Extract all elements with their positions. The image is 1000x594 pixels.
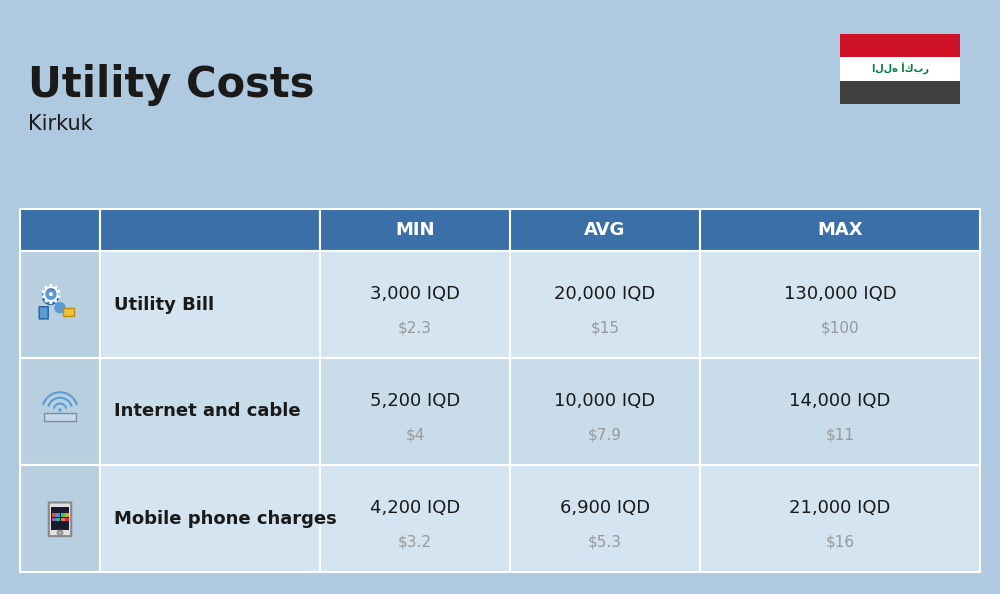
Text: 130,000 IQD: 130,000 IQD [784,285,896,303]
FancyBboxPatch shape [49,503,71,536]
Bar [44,413,76,421]
Text: $15: $15 [590,321,620,336]
Text: $2.3: $2.3 [398,321,432,336]
Bar [840,34,960,58]
Text: AVG: AVG [584,221,626,239]
Bar [840,81,960,104]
Text: 10,000 IQD: 10,000 IQD [554,392,656,410]
Text: $100: $100 [821,321,859,336]
Text: 20,000 IQD: 20,000 IQD [554,285,656,303]
Bar [63,308,74,315]
Bar [320,358,510,465]
Bar [700,358,980,465]
Bar [52,517,56,522]
Text: $4: $4 [405,428,425,443]
Text: MAX: MAX [817,221,863,239]
Text: $7.9: $7.9 [588,428,622,443]
Text: Utility Bill: Utility Bill [114,295,214,314]
FancyBboxPatch shape [39,307,48,319]
Text: 14,000 IQD: 14,000 IQD [789,392,891,410]
Bar [51,507,69,530]
Bar [65,517,69,522]
Bar [61,517,65,522]
Bar [510,251,700,358]
Bar [840,58,960,81]
Text: MIN: MIN [395,221,435,239]
Bar [510,209,700,251]
Text: Internet and cable: Internet and cable [114,403,301,421]
Bar [320,465,510,572]
Text: $11: $11 [826,428,854,443]
Circle shape [42,289,58,305]
Bar [56,513,60,517]
Text: Utility Costs: Utility Costs [28,64,314,106]
Text: 4,200 IQD: 4,200 IQD [370,499,460,517]
Bar [100,209,320,251]
Bar [100,358,320,465]
Bar [510,465,700,572]
Text: 6,900 IQD: 6,900 IQD [560,499,650,517]
Text: 3,000 IQD: 3,000 IQD [370,285,460,303]
Text: $16: $16 [825,535,855,549]
Bar [20,358,100,465]
Bar [56,517,60,522]
Bar [52,513,56,517]
Text: ⚙: ⚙ [38,283,62,309]
Bar [65,513,69,517]
Bar [20,251,100,358]
Bar [20,465,100,572]
Bar [320,251,510,358]
Bar [100,251,320,358]
Bar [700,465,980,572]
Text: 5,200 IQD: 5,200 IQD [370,392,460,410]
Text: $5.3: $5.3 [588,535,622,549]
Text: $3.2: $3.2 [398,535,432,549]
Bar [100,465,320,572]
Bar [700,209,980,251]
Text: 21,000 IQD: 21,000 IQD [789,499,891,517]
Circle shape [57,530,63,535]
Circle shape [54,302,66,314]
Text: الله أكبر: الله أكبر [872,63,928,75]
Bar [61,513,65,517]
Bar [700,251,980,358]
Bar [510,358,700,465]
Text: Kirkuk: Kirkuk [28,114,93,134]
Text: Mobile phone charges: Mobile phone charges [114,510,337,527]
Bar [20,209,100,251]
Circle shape [58,408,62,412]
Bar [320,209,510,251]
